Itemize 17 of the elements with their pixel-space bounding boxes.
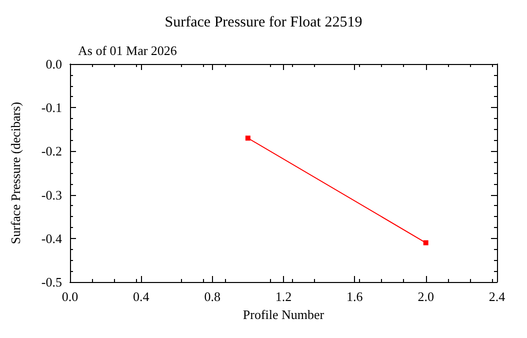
x-tick-label: 1.2 xyxy=(275,289,292,304)
x-tick-label: 2.0 xyxy=(418,289,434,304)
x-tick-label: 2.4 xyxy=(488,289,506,304)
y-tick-label: -0.1 xyxy=(41,100,62,116)
y-axis-title: Surface Pressure (decibars) xyxy=(8,102,23,244)
y-tick-label: -0.3 xyxy=(41,187,62,202)
chart-title: Surface Pressure for Float 22519 xyxy=(164,14,362,30)
x-tick-label: 0.0 xyxy=(62,289,78,304)
text: As of 01 Mar 2026 xyxy=(78,43,178,58)
x-axis-title: Profile Number xyxy=(242,306,325,322)
y-tick-label: 0.0 xyxy=(46,56,62,72)
y-tick-label: -0.5 xyxy=(41,274,62,290)
y-tick-label: -0.4 xyxy=(41,230,62,246)
x-tick-label: 0.8 xyxy=(204,289,220,304)
x-tick-label: 0.4 xyxy=(133,289,150,304)
x-tick-label: 1.6 xyxy=(346,289,364,304)
y-tick-label: -0.2 xyxy=(41,144,62,159)
